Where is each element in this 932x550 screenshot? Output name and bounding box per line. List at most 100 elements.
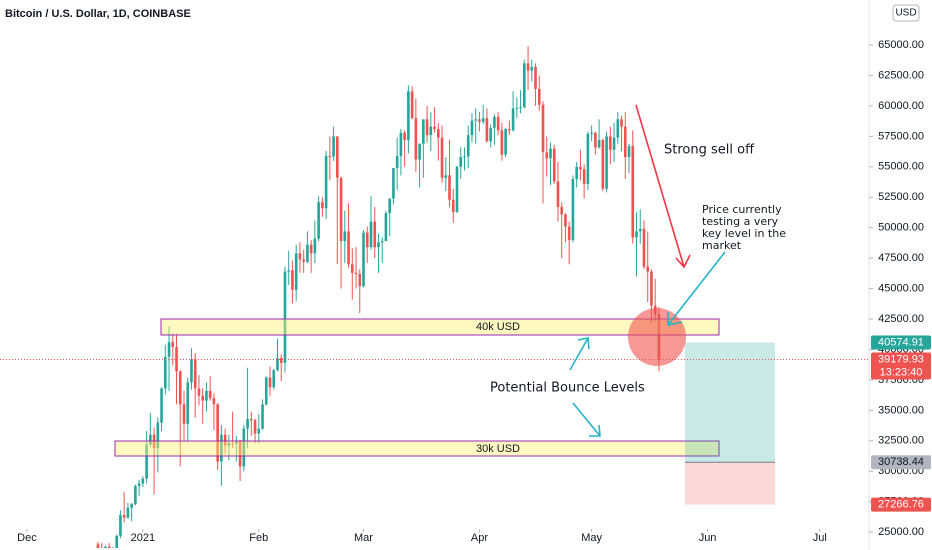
candle-body — [392, 168, 395, 199]
candle-body — [354, 272, 358, 274]
candle-body — [309, 244, 313, 254]
candle-body — [231, 443, 234, 445]
candle-body — [182, 404, 186, 424]
price-label-box — [871, 352, 931, 380]
candle-body — [104, 546, 107, 548]
candle-body — [107, 546, 111, 548]
x-tick-label: Feb — [249, 532, 268, 544]
candle-body — [646, 266, 650, 272]
y-tick-label: 50000.00 — [878, 222, 924, 234]
candle-body — [384, 213, 388, 242]
annotation: Potential Bounce Levels — [490, 381, 645, 396]
x-tick-label: Mar — [354, 532, 373, 544]
candle-body — [96, 544, 100, 548]
candle-body — [242, 428, 246, 467]
candle-body — [362, 232, 365, 287]
candle-body — [276, 358, 279, 371]
candle-body — [493, 116, 496, 128]
candle-body — [287, 270, 291, 272]
candle-body — [500, 130, 504, 155]
candle-body — [294, 253, 298, 290]
candle-body — [130, 504, 133, 508]
candle-body — [317, 202, 320, 239]
price-label: 27266.76 — [878, 498, 924, 510]
candle-body — [321, 202, 324, 209]
arrow — [572, 402, 601, 437]
candle-body — [171, 342, 175, 348]
candle-body — [433, 126, 436, 130]
y-tick-label: 42500.00 — [878, 313, 924, 325]
arrows — [569, 104, 726, 437]
candle-body — [167, 342, 171, 357]
candle-body — [407, 91, 410, 141]
candle-body — [115, 535, 118, 548]
zone-label: 30k USD — [476, 443, 520, 455]
candle-body — [403, 132, 406, 141]
price-label: 40574.91 — [878, 336, 924, 348]
candle-body — [201, 395, 205, 401]
candle-body — [313, 238, 317, 254]
candle-body — [515, 107, 519, 109]
candle-body — [481, 118, 485, 122]
arrow — [569, 337, 589, 371]
candle-body — [253, 420, 257, 434]
x-tick-label: 2021 — [131, 532, 155, 544]
y-tick-label: 52500.00 — [878, 191, 924, 203]
candle-body — [223, 434, 227, 446]
arrow-head — [589, 424, 601, 437]
y-tick-label: 55000.00 — [878, 161, 924, 173]
candle-body — [227, 443, 231, 446]
candle-body — [395, 155, 399, 169]
candle-body — [399, 132, 403, 156]
candle-body — [537, 88, 541, 105]
x-tick-label: Jul — [813, 532, 827, 544]
candle-body — [560, 207, 564, 215]
candle-body — [134, 485, 137, 505]
candle-body — [126, 507, 130, 518]
candle-body — [358, 274, 362, 287]
arrow-head — [667, 312, 683, 326]
candle-body — [175, 347, 178, 372]
price-label: 30738.44 — [878, 456, 924, 468]
candle-body — [186, 382, 190, 424]
candle-body — [582, 169, 586, 184]
candle-body — [246, 418, 249, 429]
x-tick-label: Dec — [17, 532, 37, 544]
candle-body — [261, 404, 264, 429]
candle-body — [466, 135, 470, 157]
candle-body — [470, 120, 474, 136]
candle-body — [377, 242, 380, 248]
candle-body — [425, 119, 429, 136]
candle-body — [373, 221, 377, 248]
candle-body — [279, 358, 283, 363]
y-tick-label: 57500.00 — [878, 130, 924, 142]
candle-body — [190, 359, 193, 383]
candle-body — [474, 119, 478, 121]
candle-body — [642, 228, 646, 267]
candle-body — [336, 136, 339, 178]
x-tick-label: Jun — [699, 532, 717, 544]
annotation: Strong sell off — [664, 143, 755, 158]
y-tick-label: 35000.00 — [878, 404, 924, 416]
candle-body — [451, 199, 455, 212]
currency-badge[interactable] — [892, 4, 920, 22]
candle-body — [418, 143, 421, 160]
candle-body — [444, 175, 448, 178]
candle-body — [489, 127, 492, 142]
candle-body — [193, 359, 197, 389]
annotation: market — [702, 239, 742, 252]
candle-body — [496, 116, 500, 131]
highlight-circle — [628, 308, 686, 366]
candle-body — [145, 444, 148, 479]
price-label-box — [871, 335, 931, 350]
candle-body — [620, 119, 623, 127]
candle-body — [455, 166, 459, 212]
x-tick-label: May — [581, 532, 602, 544]
candle-body — [567, 226, 571, 240]
candle-body — [197, 388, 201, 396]
price-label: 39179.93 — [878, 353, 924, 365]
candle-body — [530, 66, 534, 71]
support-zone-30k — [114, 440, 720, 457]
